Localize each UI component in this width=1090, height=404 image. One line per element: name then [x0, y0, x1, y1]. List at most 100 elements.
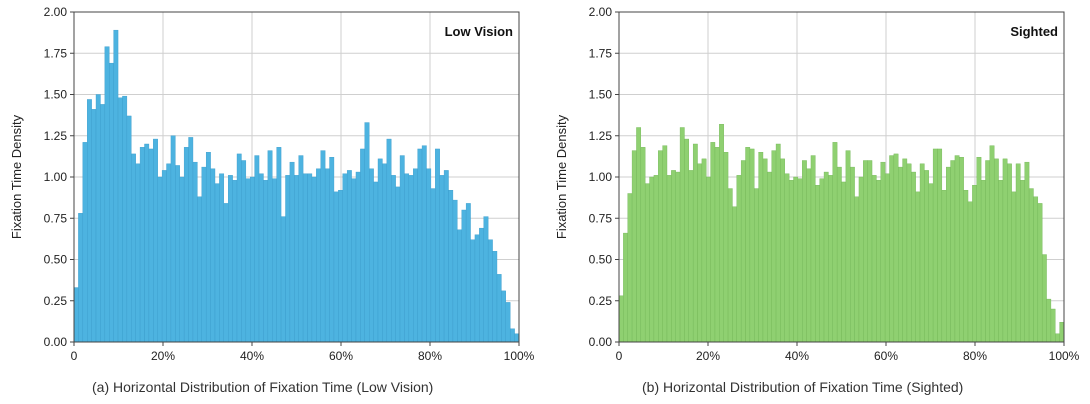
histogram-bar — [201, 166, 207, 343]
histogram-bar — [360, 148, 366, 343]
histogram-bar — [867, 160, 873, 343]
histogram-bar — [736, 175, 742, 343]
histogram-bar — [762, 158, 768, 343]
histogram-bar — [972, 185, 977, 343]
x-tick-label: 60% — [329, 349, 353, 363]
histogram-bar — [710, 142, 716, 343]
histogram-bar — [863, 160, 868, 343]
histogram-bar — [333, 191, 339, 343]
histogram-bar — [828, 175, 833, 343]
histogram-bar — [1033, 196, 1039, 343]
histogram-bar — [82, 142, 88, 343]
histogram-bar — [91, 109, 97, 343]
histogram-bar — [775, 143, 781, 343]
histogram-bar — [417, 148, 423, 343]
histogram-bar — [692, 143, 698, 343]
histogram-bar — [413, 168, 418, 343]
y-tick-label: 1.25 — [589, 129, 613, 143]
legend-tag: Sighted — [1005, 19, 1064, 44]
caption-low-vision: (a) Horizontal Distribution of Fixation … — [92, 379, 434, 395]
y-tick-label: 0.00 — [44, 335, 68, 349]
histogram-bar — [845, 150, 851, 343]
histogram-bar — [771, 150, 777, 343]
histogram-bar — [967, 201, 973, 343]
histogram-bar — [697, 163, 703, 343]
histogram-bar — [448, 189, 454, 343]
histogram-bar — [179, 176, 185, 343]
histogram-bar — [623, 232, 628, 343]
histogram-bar — [228, 175, 233, 343]
histogram-bar — [989, 145, 995, 343]
y-tick-label: 1.50 — [44, 88, 68, 102]
histogram-bar — [501, 290, 506, 343]
histogram-bar — [496, 274, 502, 343]
histogram-bar — [355, 171, 361, 343]
histogram-bar — [421, 145, 427, 343]
histogram-bar — [100, 104, 106, 343]
histogram-bar — [280, 216, 286, 343]
chart-panel-low-vision: 0.00 0.25 0.50 0.75 1.00 1.25 1.50 1.75 2.00 0 20%… — [9, 5, 535, 363]
histogram-bar — [797, 178, 803, 343]
y-tick-label: 1.75 — [44, 46, 68, 60]
histogram-bar — [723, 152, 729, 343]
legend-tag: Low Vision — [439, 19, 519, 44]
histogram-bar — [666, 175, 672, 343]
histogram-bar — [346, 170, 352, 343]
histogram-bar — [671, 170, 676, 343]
histogram-bar — [457, 229, 462, 343]
y-axis-label: Fixation Time Density — [554, 114, 569, 239]
histogram-bar — [430, 188, 436, 343]
histogram-bar — [880, 161, 886, 343]
histogram-bar — [889, 155, 895, 343]
histogram-bar — [780, 158, 785, 343]
y-axis-label: Fixation Time Density — [9, 114, 24, 239]
histogram-bar — [658, 150, 663, 343]
histogram-bar — [316, 168, 321, 343]
caption-sighted: (b) Horizontal Distribution of Fixation … — [642, 379, 964, 395]
histogram-bar — [679, 127, 685, 343]
histogram-bar — [139, 147, 145, 343]
histogram-bar — [854, 196, 860, 343]
histogram-bar — [487, 239, 493, 343]
histogram-bar — [1037, 203, 1043, 343]
histogram-bar — [675, 171, 681, 343]
histogram-bar — [919, 163, 925, 343]
histogram-bar — [793, 176, 799, 343]
histogram-bar — [1050, 308, 1056, 343]
histogram-bar — [618, 295, 624, 343]
histogram-bar — [324, 168, 330, 343]
y-tick-label: 0.00 — [589, 335, 613, 349]
histogram-bar — [850, 166, 855, 343]
histogram-bar — [688, 170, 694, 343]
histogram-bar — [902, 158, 908, 343]
histogram-bar — [959, 156, 964, 343]
histogram-bar — [754, 188, 759, 343]
histogram-bar — [876, 180, 881, 343]
histogram-bar — [653, 175, 659, 343]
histogram-bar — [351, 178, 357, 343]
x-tick-label: 40% — [240, 349, 264, 363]
x-tick-label: 80% — [963, 349, 987, 363]
low-vision-histogram: 0.00 0.25 0.50 0.75 1.00 1.25 1.50 1.75 2.00 0 20%… — [9, 5, 535, 363]
histogram-bar — [819, 178, 825, 343]
histogram-bar — [443, 170, 449, 343]
histogram-bar — [439, 175, 445, 343]
histogram-bar — [135, 163, 141, 343]
histogram-bar — [1007, 163, 1012, 343]
histogram-bar — [806, 168, 812, 343]
histogram-bar — [644, 183, 650, 343]
y-tick-label: 1.75 — [589, 46, 613, 60]
histogram-bar — [823, 171, 829, 343]
histogram-bar — [382, 163, 388, 343]
histogram-bar — [631, 150, 637, 343]
y-tick-label: 1.25 — [44, 129, 68, 143]
histogram-bar — [980, 180, 986, 343]
histogram-bar — [1024, 161, 1030, 343]
legend-tag-background — [1005, 19, 1064, 44]
histogram-bar — [302, 173, 308, 343]
y-tick-label: 2.00 — [589, 5, 613, 19]
histogram-bar — [1059, 322, 1065, 343]
histogram-bar — [858, 176, 864, 343]
histogram-bar — [954, 155, 960, 343]
histogram-bar — [479, 227, 484, 343]
